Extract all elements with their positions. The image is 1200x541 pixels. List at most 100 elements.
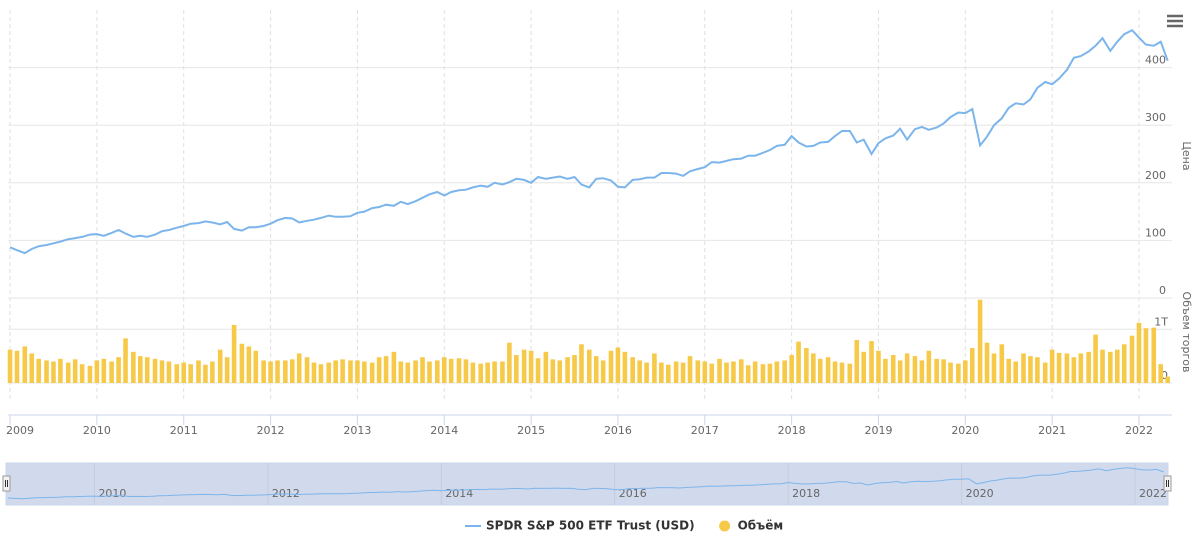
y-tick-label: 400 [1145, 54, 1166, 67]
volume-bar [695, 360, 701, 383]
volume-bar [138, 356, 143, 383]
volume-bar [326, 362, 332, 383]
volume-bar [1093, 334, 1098, 383]
volume-bar [246, 346, 252, 383]
volume-bar [478, 363, 484, 383]
volume-bar [956, 363, 961, 383]
volume-bar [231, 324, 237, 383]
x-tick-label: 2017 [691, 424, 719, 437]
volume-bar [550, 359, 556, 383]
volume-bar [565, 357, 570, 383]
volume-bar [1006, 358, 1012, 383]
volume-bar [1013, 361, 1018, 383]
volume-bar [333, 360, 338, 383]
x-tick-label: 2016 [604, 424, 632, 437]
volume-bar [166, 361, 172, 383]
volume-bar [659, 362, 664, 383]
x-tick-label: 2009 [6, 424, 34, 437]
volume-bar [196, 360, 201, 383]
volume-bar [847, 363, 853, 383]
navigator-mask [5, 462, 1169, 506]
volume-bar [427, 361, 432, 383]
volume-bar [441, 357, 447, 383]
legend-symbol [719, 520, 731, 532]
volume-bar [36, 358, 41, 383]
y-tick-label: 100 [1145, 226, 1166, 239]
y-tick-label: 0 [1159, 284, 1166, 297]
navigator-handle[interactable] [2, 475, 11, 492]
volume-bar [1021, 353, 1026, 383]
volume-bar [832, 361, 838, 383]
volume-bar [767, 363, 773, 383]
volume-bar [948, 362, 953, 383]
volume-bar [296, 353, 302, 383]
volume-bar [485, 362, 490, 383]
volume-bar [644, 362, 649, 383]
volume-bar [941, 359, 946, 383]
volume-bar [615, 347, 621, 383]
volume-bar [782, 360, 787, 383]
legend-label[interactable]: SPDR S&P 500 ETF Trust (USD) [486, 519, 695, 533]
volume-bar [622, 351, 628, 383]
volume-bar [652, 353, 657, 383]
volume-bar [362, 361, 367, 383]
volume-bar [72, 359, 78, 383]
y2-tick-label: 0 [1161, 369, 1168, 382]
volume-bar [383, 356, 389, 383]
volume-bar [109, 361, 114, 383]
volume-bar [897, 360, 903, 383]
navigator-tick-label: 2022 [1139, 487, 1167, 500]
volume-bar [217, 349, 223, 383]
volume-bar [760, 364, 766, 383]
volume-bar [904, 353, 910, 383]
x-tick-label: 2020 [951, 424, 979, 437]
volume-bar [152, 358, 158, 383]
volume-bar [1056, 352, 1062, 383]
volume-bar [131, 351, 136, 383]
menu-button[interactable] [1166, 12, 1184, 30]
x-tick-label: 2018 [778, 424, 806, 437]
x-tick-label: 2019 [864, 424, 892, 437]
volume-bar [514, 355, 519, 383]
volume-bar [253, 350, 259, 383]
volume-bar [521, 349, 527, 383]
volume-bar [817, 358, 823, 383]
y-axis-title: Цена [1180, 141, 1193, 170]
navigator-handle[interactable] [1163, 475, 1172, 492]
volume-bar [463, 359, 469, 383]
volume-bar [1151, 327, 1157, 383]
navigator-line [7, 467, 1164, 500]
volume-bar [355, 360, 360, 383]
volume-bar [1165, 376, 1170, 383]
x-tick-label: 2021 [1038, 424, 1066, 437]
volume-bar [369, 362, 375, 383]
volume-bar [398, 361, 404, 383]
volume-bar [1100, 349, 1105, 383]
x-tick-label: 2015 [517, 424, 545, 437]
volume-bar [717, 358, 722, 383]
volume-bar [543, 351, 549, 383]
volume-bar [413, 360, 418, 383]
volume-bar [1028, 356, 1033, 383]
volume-bar [116, 357, 121, 383]
volume-bar [174, 364, 180, 383]
navigator-tick-label: 2014 [445, 487, 473, 500]
volume-bar [1121, 344, 1127, 383]
volume-bar [44, 360, 49, 383]
volume-bar [348, 360, 353, 383]
volume-bar [579, 344, 584, 383]
volume-bar [991, 353, 997, 383]
volume-bar [79, 364, 85, 383]
volume-bar [883, 358, 888, 383]
legend-label[interactable]: Объём [738, 519, 784, 533]
volume-bar [572, 355, 577, 383]
volume-bar [608, 350, 614, 383]
volume-bar [144, 357, 150, 383]
volume-bar [22, 346, 28, 383]
volume-bar [586, 349, 592, 383]
volume-bar [666, 364, 671, 383]
volume-bar [1042, 362, 1048, 383]
volume-bar [926, 350, 932, 383]
volume-bar [702, 361, 708, 383]
